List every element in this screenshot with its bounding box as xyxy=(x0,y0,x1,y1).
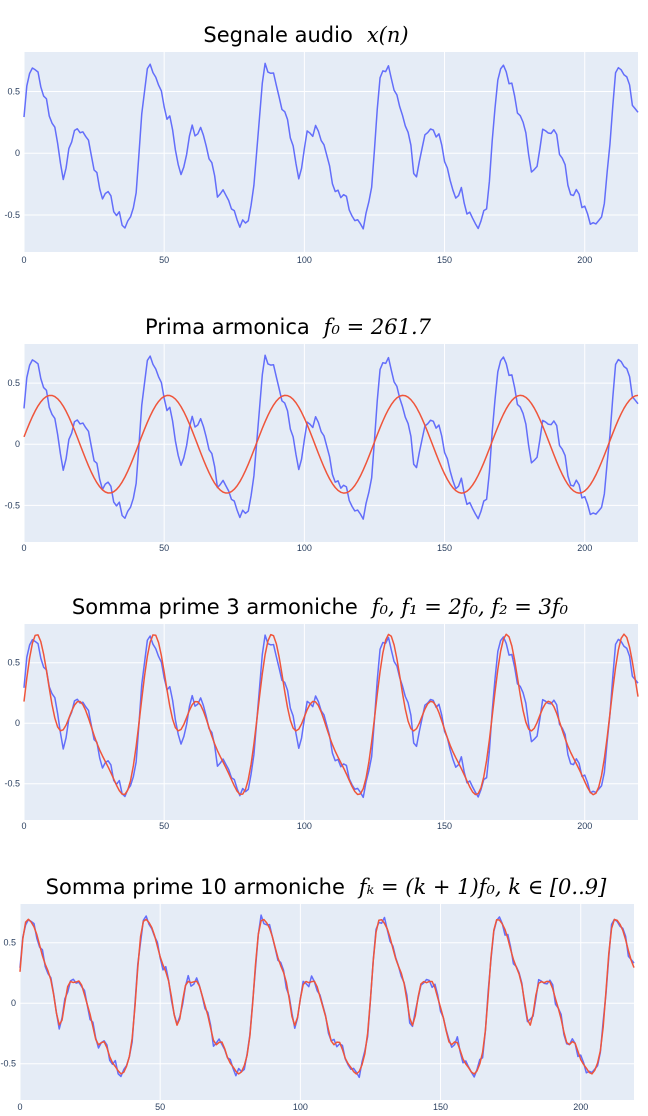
x-tick-label: 150 xyxy=(437,543,452,553)
chart-title: Prima armonica f₀ = 261.7 xyxy=(145,315,432,339)
y-tick-label: 0 xyxy=(15,718,20,728)
x-tick-label: 50 xyxy=(159,543,169,553)
x-tick-label: 100 xyxy=(293,1102,308,1112)
chart-title-text: Somma prime 3 armoniche xyxy=(72,595,358,619)
chart-title-text: Somma prime 10 armoniche xyxy=(46,875,345,899)
y-tick-label: 0.5 xyxy=(7,658,20,668)
chart-title: Segnale audio x(n) xyxy=(203,23,408,47)
chart-title-math: f₀, f₁ = 2f₀, f₂ = 3f₀ xyxy=(370,595,569,619)
x-tick-label: 0 xyxy=(21,543,26,553)
chart-title: Somma prime 10 armoniche fₖ = (k + 1)f₀, … xyxy=(46,875,607,899)
series-line-audio-signal xyxy=(23,354,639,520)
x-tick-label: 150 xyxy=(437,821,452,831)
y-tick-label: 0.5 xyxy=(7,378,20,388)
series-line-harmonic-sum xyxy=(23,394,639,494)
y-tick-label: 0 xyxy=(15,439,20,449)
plot-area xyxy=(20,904,634,1100)
plot-area xyxy=(24,624,638,820)
chart-title-math: f₀ = 261.7 xyxy=(322,315,432,339)
x-tick-label: 100 xyxy=(297,821,312,831)
chart-panel-1: 0.5 0 -0.5 0 50 100 150 200 Segnale audio x(n) xyxy=(4,23,639,265)
x-tick-label: 50 xyxy=(159,821,169,831)
y-tick-label: 0.5 xyxy=(3,938,16,948)
y-tick-label: 0 xyxy=(11,998,16,1008)
y-tick-label: 0 xyxy=(15,148,20,158)
y-tick-label: -0.5 xyxy=(4,210,20,220)
chart-title-math: fₖ = (k + 1)f₀, k ∈ [0..9] xyxy=(357,875,607,899)
y-tick-label: 0.5 xyxy=(7,87,20,97)
x-tick-label: 150 xyxy=(433,1102,448,1112)
x-tick-label: 100 xyxy=(297,255,312,265)
chart-title-text: Segnale audio xyxy=(203,23,352,47)
x-tick-label: 200 xyxy=(577,821,592,831)
x-tick-label: 200 xyxy=(573,1102,588,1112)
x-tick-label: 0 xyxy=(21,821,26,831)
chart-panel-2: 0.5 0 -0.5 0 50 100 150 200 Prima armonica f₀ = 2… xyxy=(4,315,639,553)
chart-title: Somma prime 3 armoniche f₀, f₁ = 2f₀, f₂ … xyxy=(72,595,569,619)
chart-panel-3: 0.5 0 -0.5 0 50 100 150 200 Somma prime 3 armoni… xyxy=(4,595,639,831)
x-tick-label: 150 xyxy=(437,255,452,265)
chart-title-math: x(n) xyxy=(367,23,409,47)
plot-area xyxy=(24,52,638,252)
plot-area xyxy=(24,344,638,542)
chart-title-text: Prima armonica xyxy=(145,315,310,339)
x-tick-label: 50 xyxy=(159,255,169,265)
series-line-audio-signal xyxy=(23,62,639,230)
x-tick-label: 0 xyxy=(21,255,26,265)
x-tick-label: 200 xyxy=(577,543,592,553)
y-tick-label: -0.5 xyxy=(0,1059,16,1069)
x-tick-label: 100 xyxy=(297,543,312,553)
x-tick-label: 0 xyxy=(17,1102,22,1112)
y-tick-label: -0.5 xyxy=(4,779,20,789)
x-tick-label: 50 xyxy=(155,1102,165,1112)
chart-panel-4: 0.5 0 -0.5 0 50 100 150 200 Somma prime 10 armon… xyxy=(0,875,635,1112)
y-tick-label: -0.5 xyxy=(4,500,20,510)
series-line-harmonic-sum xyxy=(23,633,639,796)
x-tick-label: 200 xyxy=(577,255,592,265)
series-line-harmonic-sum xyxy=(19,918,635,1075)
